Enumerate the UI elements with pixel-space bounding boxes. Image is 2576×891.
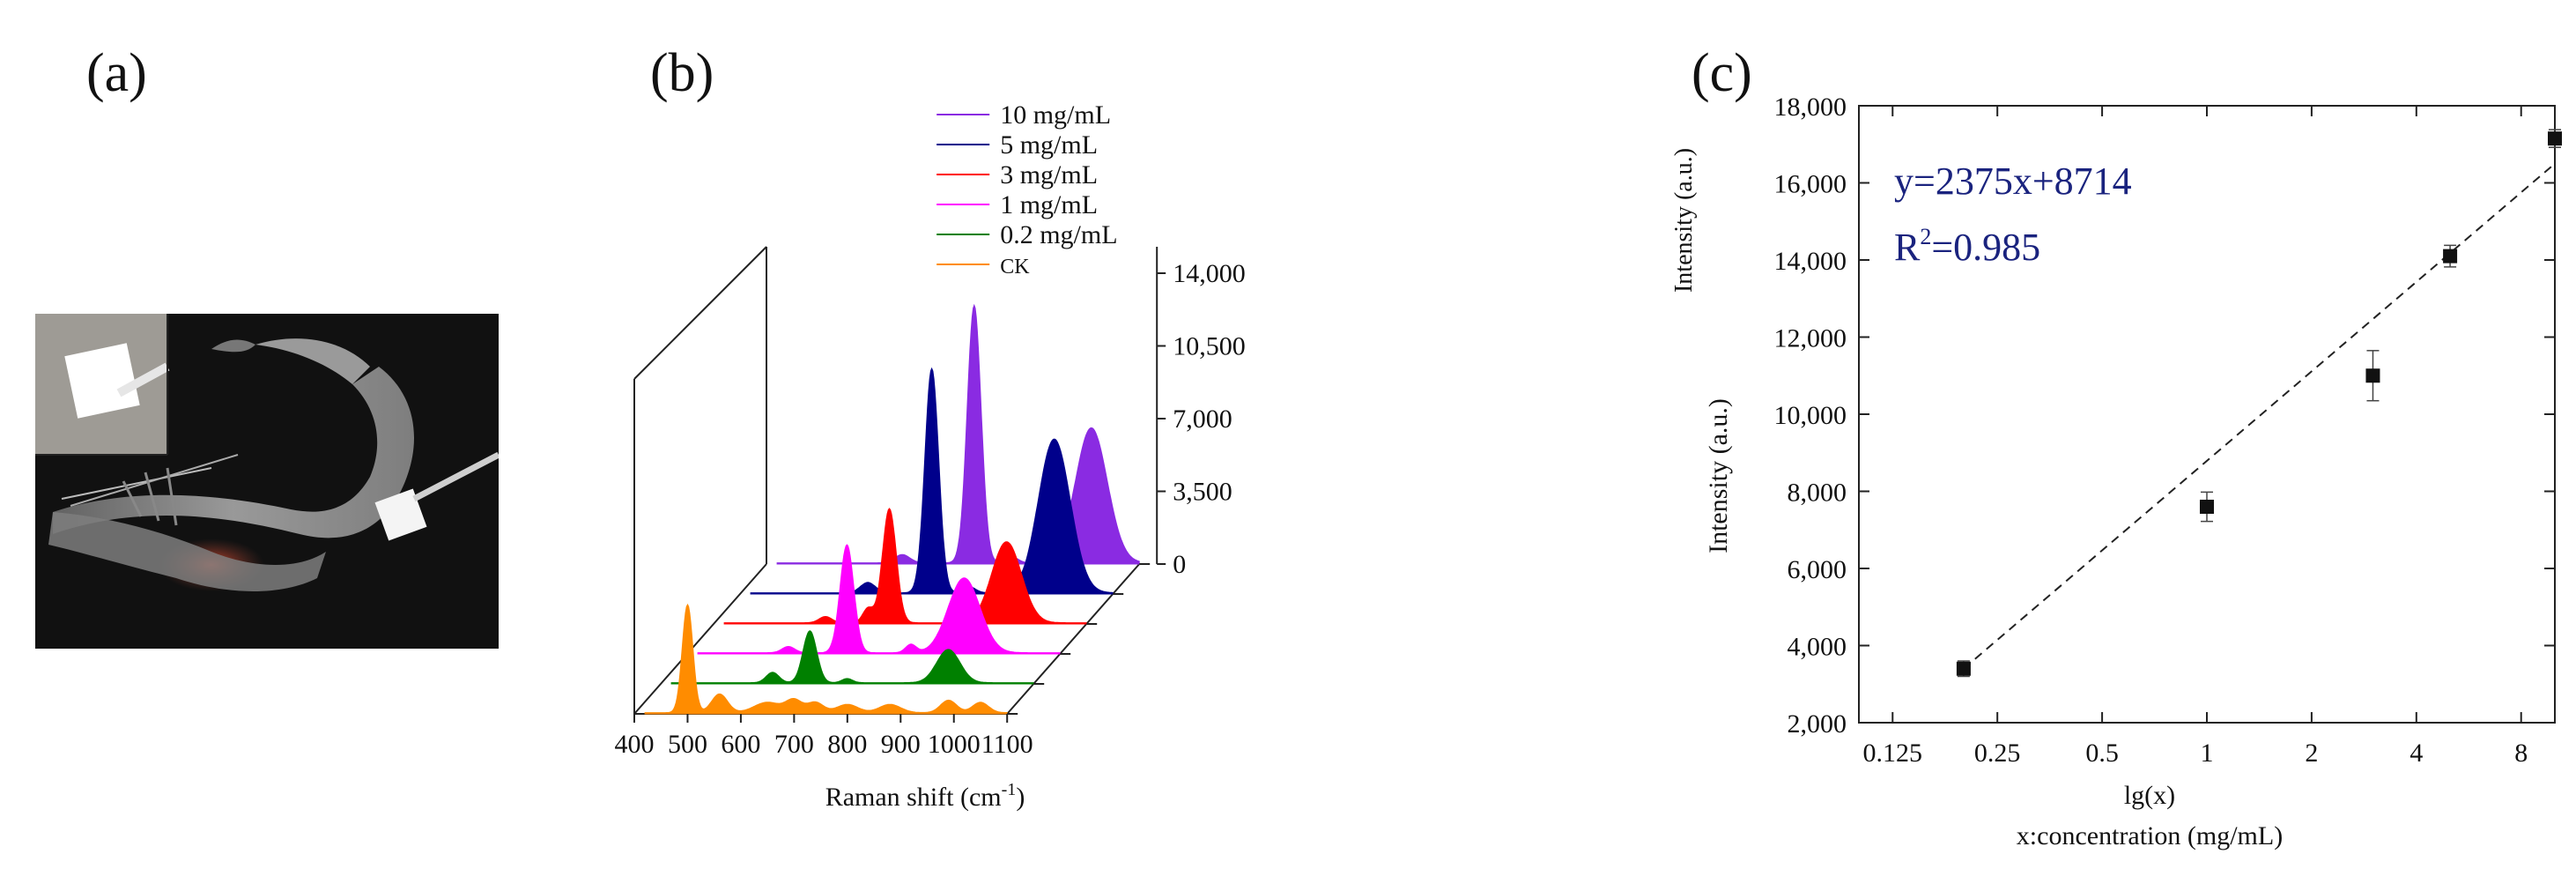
spectrum-3-mg-ml xyxy=(723,508,1087,625)
panel-label-b: (b) xyxy=(650,43,714,103)
x-tick-label: 700 xyxy=(774,730,814,759)
y-tick-label: 18,000 xyxy=(1774,93,1847,122)
x-tick-label: 600 xyxy=(721,730,760,759)
x-tick-label: 0.5 xyxy=(2085,739,2119,768)
spectrum-ck xyxy=(644,603,1008,715)
data-point xyxy=(2365,368,2380,383)
waterfall-legend: 10 mg/mL5 mg/mL3 mg/mL1 mg/mL0.2 mg/mL CK xyxy=(936,100,1118,278)
x-tick-label: 0.25 xyxy=(1974,739,2021,768)
fit-r2-sup: 2 xyxy=(1920,224,1931,249)
data-point xyxy=(2548,131,2562,146)
calibration-axes: 2,000 4,000 6,000 8,000 10,000 12,000 14,000 16… xyxy=(1774,93,2556,768)
calibration-y-label-top: Intensity (a.u.) xyxy=(1670,148,1698,293)
x-tick-label: 900 xyxy=(881,730,921,759)
fit-line xyxy=(1963,162,2556,670)
x-tick-label: 1100 xyxy=(981,730,1033,759)
panel-label-c: (c) xyxy=(1691,43,1752,103)
legend-label: 1 mg/mL xyxy=(1000,190,1098,219)
data-point xyxy=(1956,661,1971,676)
x-tick-label: 0.125 xyxy=(1863,739,1923,768)
z-tick-label: 10,500 xyxy=(1173,332,1246,361)
data-point xyxy=(2443,249,2458,264)
raman-waterfall-chart: 400 500 600 700 800 900 1000 1100 14,000 10,500 7,… xyxy=(615,100,1246,812)
y-tick-label: 6,000 xyxy=(1788,555,1847,584)
y-tick-label: 16,000 xyxy=(1774,170,1847,199)
spectrum-0-2-mg-ml xyxy=(670,630,1034,685)
calibration-y-label: Intensity (a.u.) xyxy=(1704,398,1733,553)
y-tick-label: 2,000 xyxy=(1788,709,1847,739)
y-tick-label: 4,000 xyxy=(1788,633,1847,662)
z-tick-label: 0 xyxy=(1173,550,1186,579)
calibration-fit xyxy=(1963,162,2556,670)
y-tick-label: 8,000 xyxy=(1788,479,1847,508)
x-tick-label: 800 xyxy=(827,730,867,759)
x-tick-label: 1000 xyxy=(928,730,981,759)
z-tick-label: 7,000 xyxy=(1173,405,1232,434)
fit-r2: R2=0.985 xyxy=(1894,224,2040,269)
shrimp-photo xyxy=(35,314,500,649)
calibration-x-label-2: x:concentration (mg/mL) xyxy=(2017,821,2283,850)
raman-x-axis-label: Raman shift (cm-1) xyxy=(825,780,1025,812)
calibration-chart: 2,000 4,000 6,000 8,000 10,000 12,000 14,000 16… xyxy=(1670,93,2562,850)
x-tick-label: 400 xyxy=(615,730,655,759)
z-tick-label: 14,000 xyxy=(1173,259,1246,288)
waterfall-series xyxy=(644,303,1140,715)
panel-label-a: (a) xyxy=(86,43,147,103)
legend-label: CK xyxy=(1000,256,1030,278)
legend-label: 3 mg/mL xyxy=(1000,160,1098,189)
frame-floor-left xyxy=(633,563,767,715)
legend-label: 0.2 mg/mL xyxy=(1000,220,1117,249)
fit-equation: y=2375x+8714 xyxy=(1894,160,2132,203)
calibration-points xyxy=(1956,129,2562,678)
x-tick-label: 1 xyxy=(2201,739,2214,768)
data-point xyxy=(2200,500,2214,514)
calibration-x-label: lg(x) xyxy=(2124,781,2175,810)
legend-label: 5 mg/mL xyxy=(1000,130,1098,160)
legend-label: 10 mg/mL xyxy=(1000,100,1111,130)
y-tick-label: 14,000 xyxy=(1774,247,1847,276)
frame-floor-right xyxy=(1006,563,1140,715)
frame-top-edge xyxy=(633,246,767,380)
waterfall-ticks: 400 500 600 700 800 900 1000 1100 14,000 10,500 7,… xyxy=(615,259,1246,759)
spectrum-1-mg-ml xyxy=(697,544,1061,655)
x-tick-label: 2 xyxy=(2305,739,2318,768)
spectrum-10-mg-ml xyxy=(776,303,1140,565)
z-tick-label: 3,500 xyxy=(1173,478,1232,507)
y-tick-label: 12,000 xyxy=(1774,324,1847,353)
x-tick-label: 500 xyxy=(668,730,707,759)
y-tick-label: 10,000 xyxy=(1774,401,1847,430)
x-tick-label: 8 xyxy=(2514,739,2528,768)
fit-r2-value: =0.985 xyxy=(1931,226,2040,269)
fit-r2-prefix: R xyxy=(1894,226,1921,269)
spectrum-5-mg-ml xyxy=(750,367,1114,595)
x-tick-label: 4 xyxy=(2409,739,2423,768)
